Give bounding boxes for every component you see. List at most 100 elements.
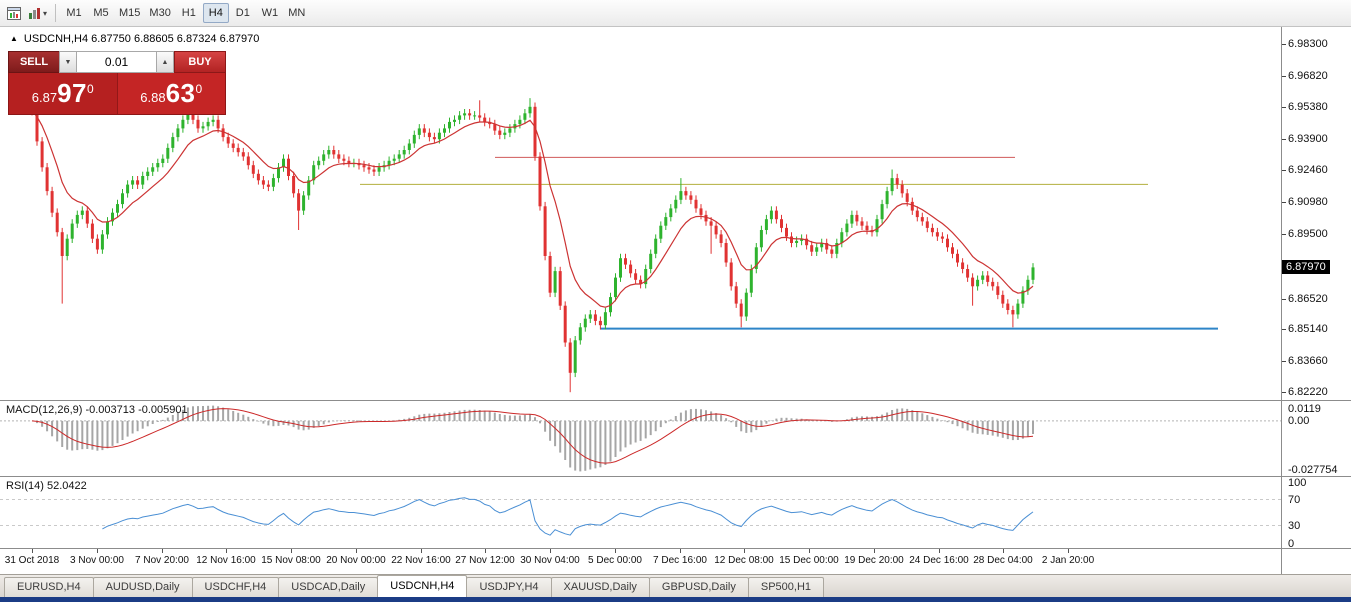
volume-increase-button[interactable]: ▲: [156, 51, 174, 73]
timeframe-m15[interactable]: M15: [119, 7, 141, 19]
buy-price-pips: 63: [165, 78, 196, 108]
sell-price-pips: 97: [57, 78, 88, 108]
bar-chart-icon: [29, 7, 40, 19]
buy-button[interactable]: BUY: [174, 51, 226, 73]
time-axis-label: 20 Nov 00:00: [326, 555, 386, 566]
macd-chart: [0, 405, 1281, 472]
collapse-one-click-icon[interactable]: ▲: [10, 34, 18, 43]
price-tick: [1282, 139, 1286, 141]
macd-panel[interactable]: MACD(12,26,9) -0.003713 -0.005901: [0, 400, 1281, 476]
time-tick: [1068, 549, 1069, 553]
macd-axis-label: 0.0119: [1288, 403, 1321, 415]
chart-tab-eurusd-h4[interactable]: EURUSD,H4: [4, 577, 94, 597]
price-tick: [1282, 44, 1286, 46]
time-tick: [226, 549, 227, 553]
chart-region: ▲ USDCNH,H4 6.87750 6.88605 6.87324 6.87…: [0, 27, 1351, 574]
chart-tab-usdcnh-h4[interactable]: USDCNH,H4: [377, 575, 468, 597]
chart-tab-usdchf-h4[interactable]: USDCHF,H4: [191, 577, 280, 597]
sell-button[interactable]: SELL: [8, 51, 60, 73]
timeframe-m30[interactable]: M30: [149, 7, 171, 19]
time-tick: [744, 549, 745, 553]
price-tick: [1282, 391, 1286, 393]
time-tick: [874, 549, 875, 553]
time-tick: [162, 549, 163, 553]
price-axis-label: 6.83660: [1288, 354, 1328, 367]
price-axis-label: 6.96820: [1288, 70, 1328, 83]
timeframe-h1[interactable]: H1: [181, 7, 196, 19]
time-axis-label: 22 Nov 16:00: [391, 555, 451, 566]
price-tick: [1282, 360, 1286, 362]
time-axis-label: 7 Dec 16:00: [653, 555, 707, 566]
price-tick: [1282, 76, 1286, 78]
macd-axis-label: 0.00: [1288, 414, 1310, 427]
price-axis-label: 6.98300: [1288, 38, 1328, 51]
price-axis-label: 6.95380: [1288, 101, 1328, 114]
chart-window-button[interactable]: [3, 2, 25, 24]
price-axis-label: 6.93900: [1288, 133, 1328, 146]
time-tick: [97, 549, 98, 553]
volume-decrease-button[interactable]: ▼: [59, 51, 77, 73]
macd-label: MACD(12,26,9) -0.003713 -0.005901: [6, 404, 188, 416]
chart-tab-gbpusd-daily[interactable]: GBPUSD,Daily: [648, 577, 749, 597]
time-axis-label: 28 Dec 04:00: [973, 555, 1033, 566]
price-tick: [1282, 107, 1286, 109]
toolbar-separator: [55, 4, 57, 22]
time-axis-label: 7 Nov 20:00: [135, 555, 189, 566]
price-tick: [1282, 298, 1286, 300]
sell-price-prefix: 6.87: [31, 90, 58, 105]
price-tick: [1282, 202, 1286, 204]
price-axis[interactable]: 6.98300 6.96820 6.95380 6.93900 6.92460 6.909…: [1281, 27, 1351, 400]
price-tick: [1282, 170, 1286, 172]
price-axis-label: 6.82220: [1288, 385, 1328, 398]
axis-corner: [1281, 548, 1351, 574]
timeframe-h4[interactable]: H4: [202, 3, 229, 23]
one-click-trading-panel: SELL ▼ 0.01 ▲ BUY 6.87970 6.88630: [8, 51, 226, 115]
timeframe-m5[interactable]: M5: [93, 7, 109, 19]
buy-price-prefix: 6.88: [140, 90, 166, 105]
chart-tab-usdjpy-h4[interactable]: USDJPY,H4: [466, 577, 552, 597]
sell-price-point: 0: [87, 82, 94, 96]
buy-price-point: 0: [195, 82, 203, 96]
time-axis-label: 31 Oct 2018: [4, 555, 60, 566]
time-tick: [32, 549, 33, 553]
time-tick: [485, 549, 486, 553]
rsi-axis-label: 0: [1288, 538, 1295, 548]
price-tick: [1282, 328, 1286, 330]
price-axis-label: 6.90980: [1288, 196, 1328, 209]
time-tick: [1003, 549, 1004, 553]
rsi-axis-label: 30: [1288, 519, 1301, 532]
time-tick: [615, 549, 616, 553]
time-tick: [356, 549, 357, 553]
price-axis-label: 6.89500: [1288, 228, 1328, 241]
timeframe-mn[interactable]: MN: [288, 7, 306, 19]
time-axis-label: 12 Dec 08:00: [714, 555, 774, 566]
chart-tab-usdcad-daily[interactable]: USDCAD,Daily: [278, 577, 379, 597]
macd-axis-label: -0.027754: [1288, 464, 1338, 476]
timeframe-m1[interactable]: M1: [66, 7, 82, 19]
rsi-axis-label: 70: [1288, 493, 1301, 506]
chart-tab-audusd-daily[interactable]: AUDUSD,Daily: [92, 577, 193, 597]
timeframe-w1[interactable]: W1: [261, 7, 279, 19]
timeframe-buttons: M1 M5 M15 M30 H1 H4 D1 W1 MN: [61, 3, 310, 23]
time-tick: [291, 549, 292, 553]
time-tick: [550, 549, 551, 553]
chart-tabs-bar: EURUSD,H4 AUDUSD,Daily USDCHF,H4 USDCAD,Dai…: [0, 574, 1351, 597]
price-axis-label: 6.86520: [1288, 292, 1328, 305]
window-bottom-strip: [0, 597, 1351, 602]
chart-canvas[interactable]: ▲ USDCNH,H4 6.87750 6.88605 6.87324 6.87…: [0, 27, 1281, 400]
chart-tab-xauusd-daily[interactable]: XAUUSD,Daily: [550, 577, 650, 597]
price-axis-label: 6.92460: [1288, 164, 1328, 177]
time-axis-label: 12 Nov 16:00: [196, 555, 256, 566]
buy-price-display[interactable]: 6.88630: [116, 73, 225, 114]
rsi-panel[interactable]: RSI(14) 52.0422: [0, 476, 1281, 548]
sell-price-display[interactable]: 6.87970: [9, 73, 117, 114]
time-axis-label: 15 Dec 00:00: [779, 555, 839, 566]
chart-tab-sp500-h1[interactable]: SP500,H1: [747, 577, 825, 597]
chart-profile-button[interactable]: ▾: [25, 2, 50, 24]
timeframe-d1[interactable]: D1: [235, 7, 250, 19]
volume-input[interactable]: 0.01: [76, 51, 157, 73]
chart-window-icon: [7, 6, 21, 20]
time-axis[interactable]: 31 Oct 2018 3 Nov 00:00 7 Nov 20:00 12 Nov …: [0, 548, 1281, 574]
rsi-chart: [0, 497, 1281, 536]
price-axis-label: 6.85140: [1288, 322, 1328, 335]
